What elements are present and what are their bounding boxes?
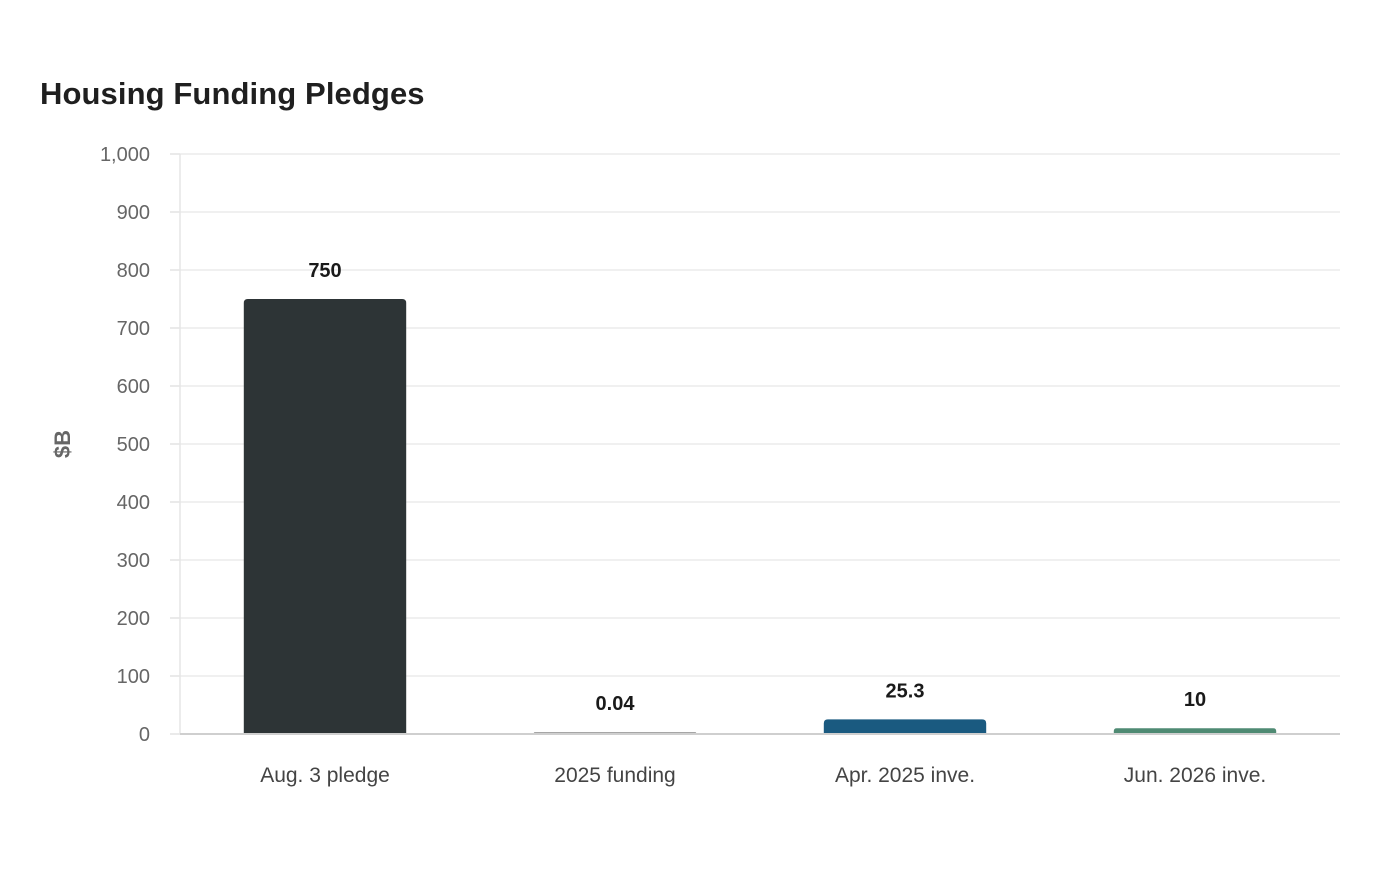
labels-layer: 0 100 200 300 400 500 600 700 800 900 1,000 750 Aug.… [100, 144, 1266, 787]
bar-value-label: 10 [1184, 689, 1206, 711]
x-tick-label: Jun. 2026 inve. [1124, 764, 1266, 787]
y-tick-label: 800 [117, 260, 150, 282]
y-tick-label: 200 [117, 608, 150, 630]
bars-layer [243, 299, 1277, 734]
y-tick-label: 0 [139, 724, 150, 746]
x-tick-label: 2025 funding [554, 764, 675, 787]
y-tick-label: 1,000 [100, 144, 150, 166]
bar [823, 719, 987, 734]
bar [243, 299, 407, 734]
chart-title: Housing Funding Pledges [40, 76, 425, 111]
bar-value-label: 25.3 [886, 680, 925, 702]
y-axis-label: $B [50, 430, 75, 458]
bar-value-label: 0.04 [596, 693, 636, 715]
bar-value-label: 750 [308, 260, 341, 282]
bar [1113, 728, 1277, 734]
y-tick-label: 300 [117, 550, 150, 572]
y-tick-label: 700 [117, 318, 150, 340]
x-tick-label: Apr. 2025 inve. [835, 764, 975, 787]
y-tick-label: 400 [117, 492, 150, 514]
y-tick-label: 100 [117, 666, 150, 688]
x-tick-label: Aug. 3 pledge [260, 764, 390, 787]
y-tick-label: 500 [117, 434, 150, 456]
y-tick-label: 600 [117, 376, 150, 398]
y-tick-label: 900 [117, 202, 150, 224]
